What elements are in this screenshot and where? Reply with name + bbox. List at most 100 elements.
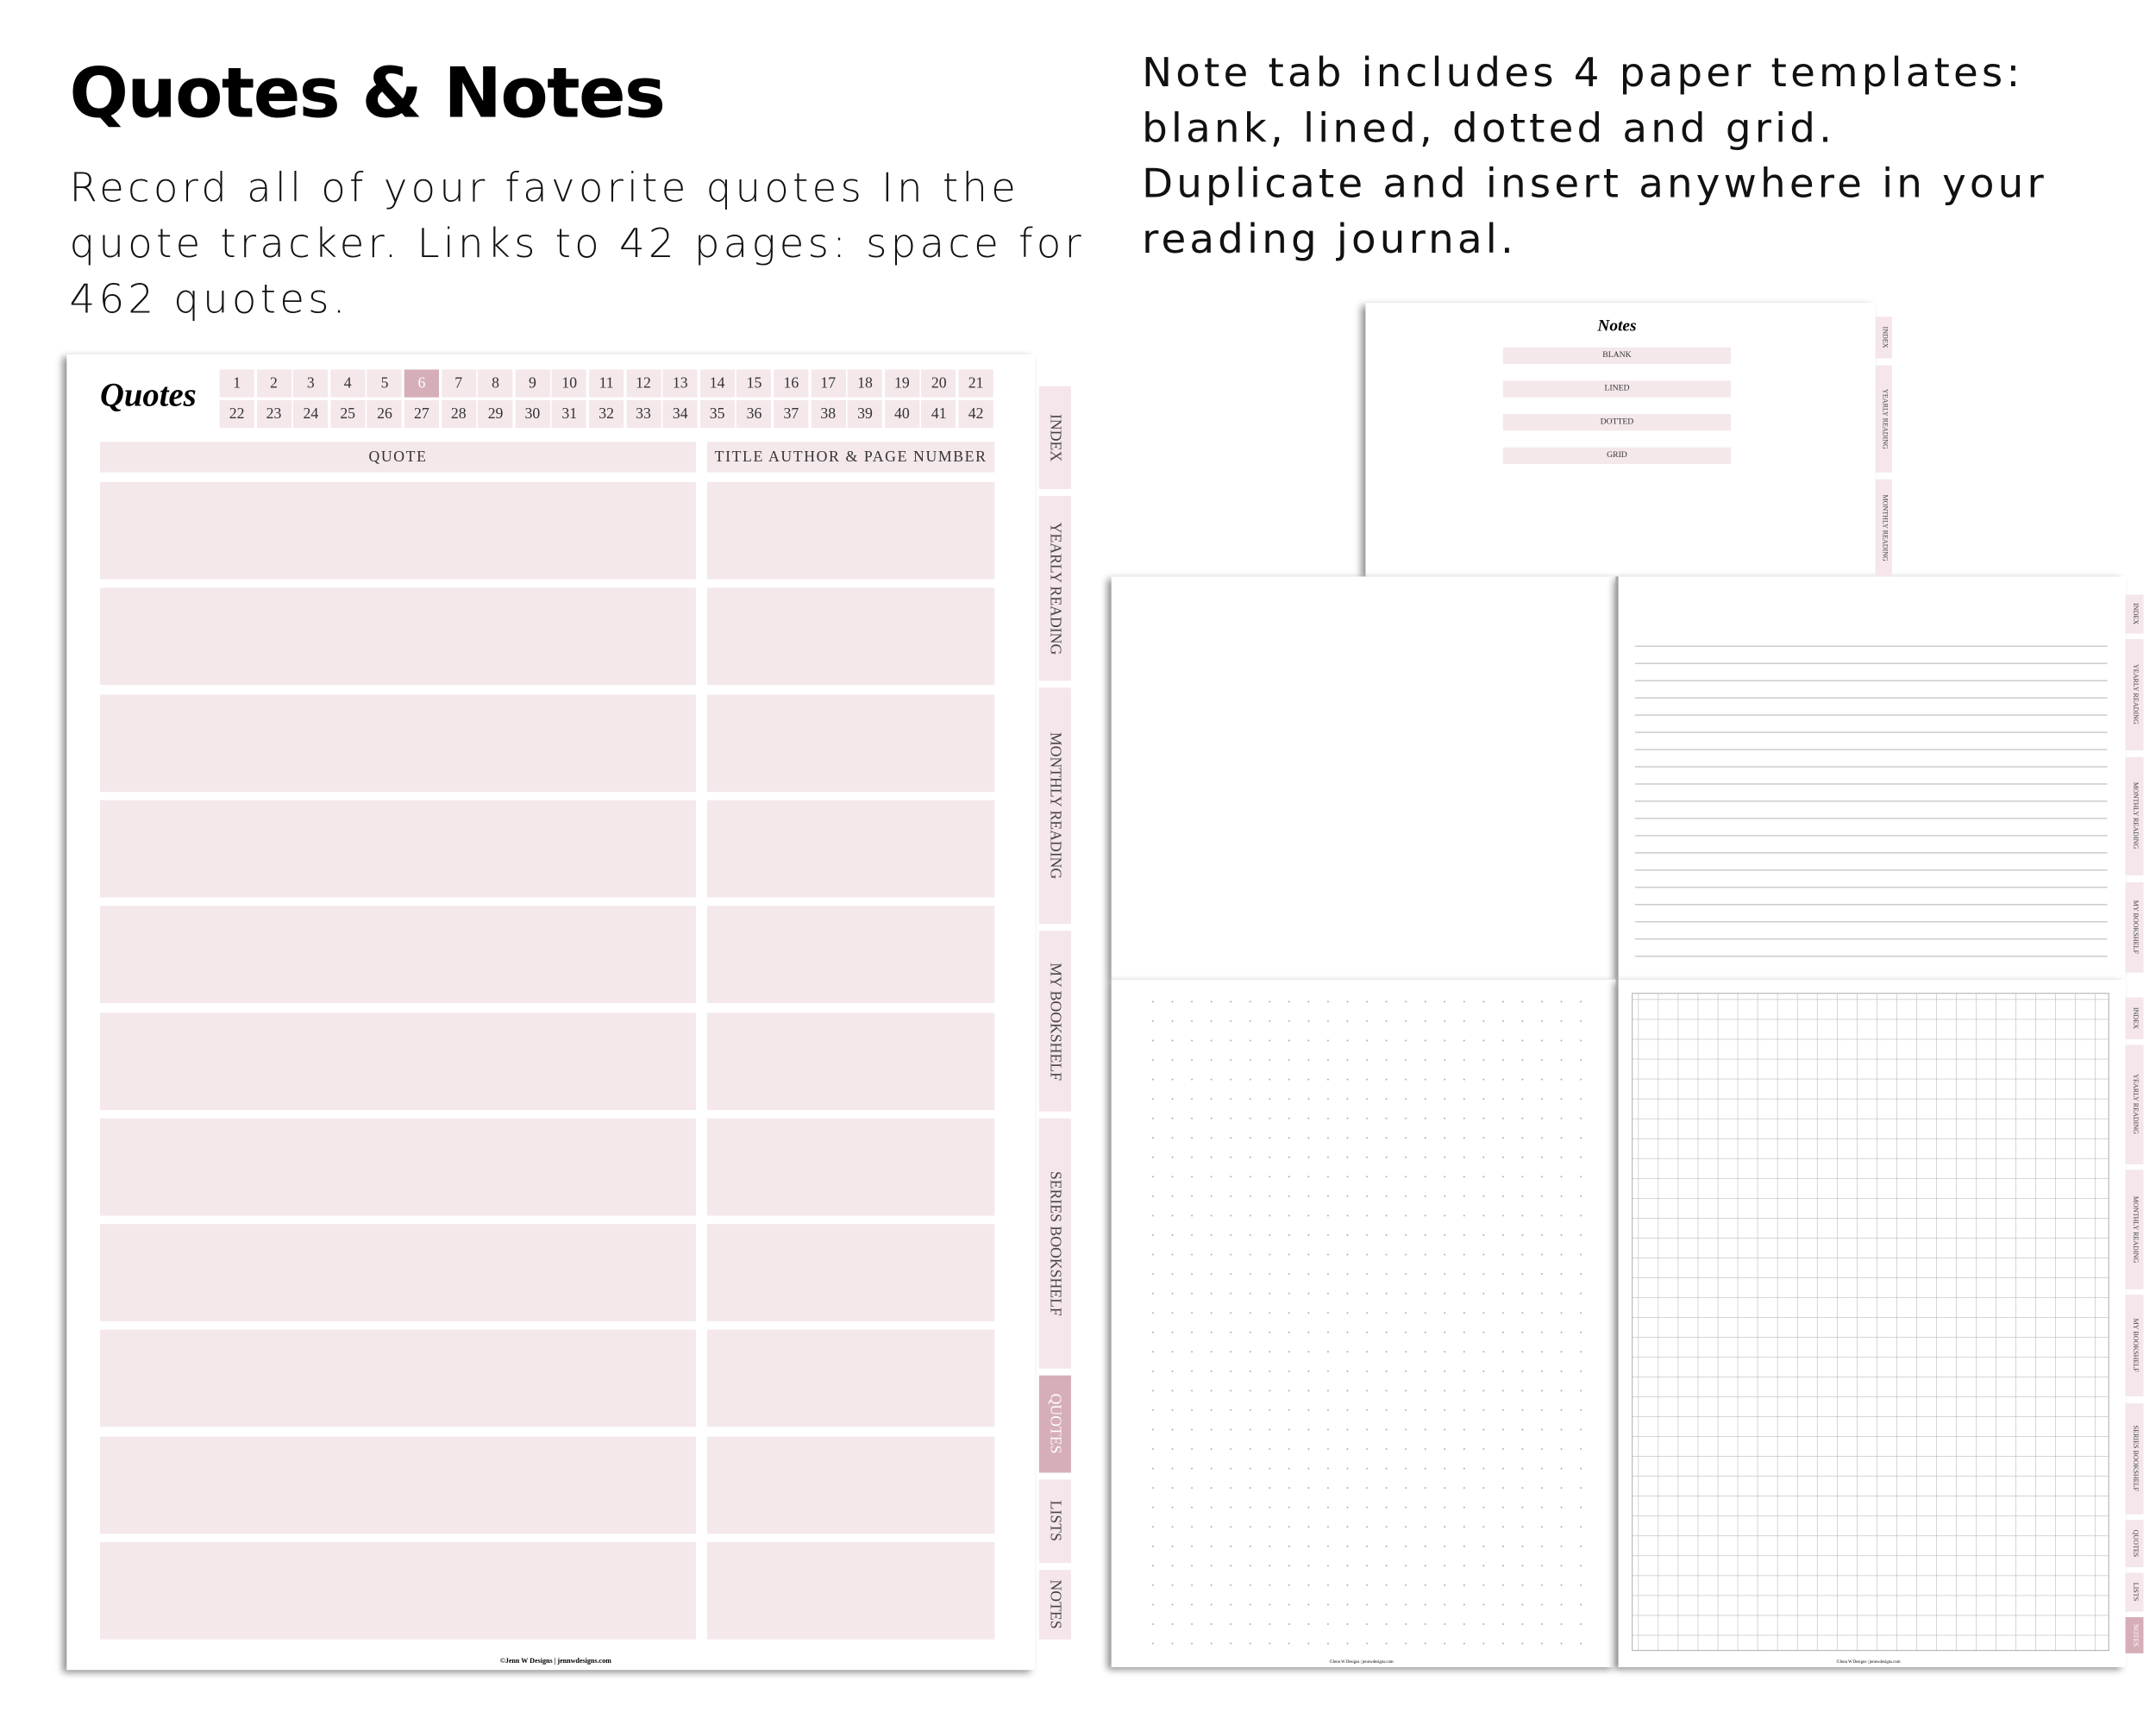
tab: INDEX [2125,594,2144,634]
page-number-link: 13 [662,369,698,398]
tab: MONTHLY READING [2125,756,2144,875]
page-number-link: 25 [330,399,366,429]
page-number-link: 29 [478,399,513,429]
page-number-link: 33 [625,399,661,429]
page-number-link: 39 [847,399,883,429]
page-number-link: 41 [921,399,956,429]
page-number-link: 18 [847,369,883,398]
tab: NOTES [1038,1570,1071,1640]
notes-title: Notes [1597,315,1637,336]
page-number-link: 8 [478,369,513,398]
tab: LISTS [2125,1572,2144,1612]
description: Record all of your favorite quotes In th… [69,164,1085,323]
page-number-link: 11 [588,369,624,398]
dotted-page [1111,979,1616,1667]
footer: ©Jenn W Designs | jennwdesigns.com [1329,1659,1394,1665]
grid-page [1618,979,2126,1667]
source-cell [706,481,995,580]
tab: MONTHLY READING [2125,1170,2144,1289]
source-cell [706,906,995,1004]
tab: SERIES BOOKSHELF [1038,1118,1071,1369]
page-number-link: 35 [699,399,735,429]
tab: MONTHLY READING [1038,687,1071,925]
page-number-link: 37 [774,399,809,429]
page-number-link: 16 [774,369,809,398]
notes-description-line: Duplicate and insert anywhere in your re… [1142,160,2047,263]
tab: INDEX [2125,997,2144,1039]
source-cell [706,1118,995,1216]
tab: YEARLY READING [1038,496,1071,681]
page-number-link: 19 [884,369,920,398]
source-cell [706,693,995,792]
dotted-paper [1138,995,1598,1657]
page-number-link: 7 [441,369,476,398]
tab: SERIES BOOKSHELF [2125,1402,2144,1515]
lined-page [1618,576,2126,980]
page-number-link: 6 [404,369,440,398]
page-number-link: 4 [330,369,366,398]
source-cell [706,587,995,686]
source-cell [706,1330,995,1427]
page-number-link: 21 [958,369,993,398]
footer: ©Jenn W Designs | jennwdesigns.com [1836,1659,1901,1665]
title: Quotes & Notes [69,53,666,134]
notes-page [1365,303,1876,577]
page-number-link: 1 [219,369,254,398]
page-number-link: 9 [515,369,550,398]
tab: MY BOOKSHELF [2125,1295,2144,1396]
template-link: GRID [1502,447,1732,465]
notes-description-line: Note tab includes 4 paper templates: bla… [1142,48,2024,152]
quote-cell [99,587,697,686]
page-number-link: 24 [293,399,329,429]
quote-cell [99,1436,697,1534]
page-number-link: 30 [515,399,550,429]
tab: NOTES [2125,1616,2144,1653]
page-number-link: 31 [552,399,587,429]
quote-cell [99,800,697,898]
page-number-link: 20 [921,369,956,398]
tab: QUOTES [1038,1375,1071,1473]
footer: ©Jenn W Designs | jennwdesigns.com [499,1659,611,1666]
page-number-link: 2 [256,369,291,398]
quote-cell [99,1118,697,1216]
tab: QUOTES [2125,1520,2144,1567]
tab: MY BOOKSHELF [1038,931,1071,1112]
page-number-link: 15 [736,369,772,398]
source-cell [706,1436,995,1534]
page-number-link: 3 [293,369,329,398]
quote-cell [99,906,697,1004]
page-number-link: 27 [404,399,440,429]
quote-cell [99,1330,697,1427]
tab: YEARLY READING [1875,365,1892,473]
quote-cell [99,1541,697,1640]
page-number-link: 28 [441,399,476,429]
page-number-link: 17 [811,369,846,398]
tab: INDEX [1038,386,1071,490]
quote-cell [99,1012,697,1110]
page-number-link: 38 [811,399,846,429]
tab: YEARLY READING [2125,638,2144,750]
page-number-link: 14 [699,369,735,398]
grid-paper [1632,993,2109,1652]
blank-page [1111,576,1616,980]
source-cell [706,1224,995,1322]
template-link: BLANK [1502,347,1732,365]
page-number-link: 40 [884,399,920,429]
source-cell [706,1541,995,1640]
template-link: LINED [1502,380,1732,398]
page-number-link: 34 [662,399,698,429]
tab: MONTHLY READING [1875,479,1892,577]
page-number-link: 42 [958,399,993,429]
page-number-link: 5 [367,369,403,398]
page-number-link: 22 [219,399,254,429]
tab: YEARLY READING [2125,1044,2144,1164]
page-number-link: 10 [552,369,587,398]
source-cell [706,800,995,898]
column-header: TITLE AUTHOR & PAGE NUMBER [706,442,995,473]
tab: MY BOOKSHELF [2125,881,2144,973]
quote-cell [99,1224,697,1322]
template-link: DOTTED [1502,414,1732,431]
notes-description: Note tab includes 4 paper templates: bla… [1142,45,2086,267]
